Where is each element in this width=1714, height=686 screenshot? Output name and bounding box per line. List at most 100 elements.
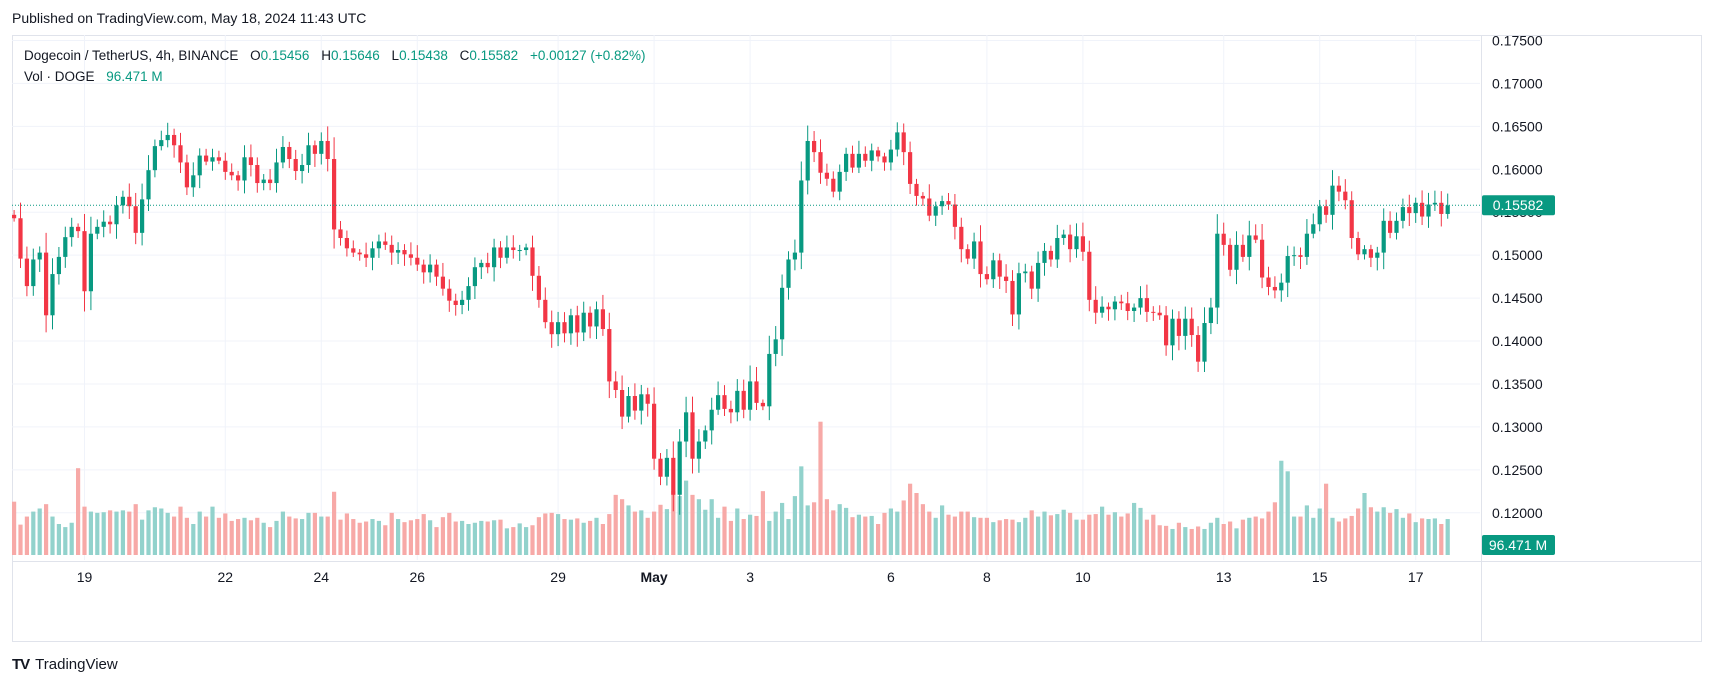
volume-bar	[434, 527, 439, 555]
volume-bar	[1080, 519, 1085, 555]
candle-body	[1336, 185, 1341, 192]
candle-body	[1138, 298, 1143, 308]
volume-bar	[31, 511, 36, 555]
candle-body	[1445, 205, 1450, 214]
candle-body	[575, 315, 580, 333]
candle-body	[1036, 262, 1041, 289]
candle-body	[63, 237, 68, 257]
volume-bar	[268, 527, 273, 555]
candle-body	[492, 247, 497, 268]
candle-body	[504, 247, 509, 258]
candle-body	[626, 396, 631, 417]
volume-bar	[24, 516, 29, 555]
candle-body	[1228, 244, 1233, 270]
volume-bar	[408, 520, 413, 555]
time-tick-label: 29	[550, 569, 566, 585]
candle-body	[255, 165, 260, 184]
candle-body	[242, 157, 247, 181]
candle-body	[549, 322, 554, 335]
volume-bar	[485, 521, 490, 555]
volume-bar	[690, 494, 695, 555]
candle-body	[690, 412, 695, 459]
volume-bar	[1157, 525, 1162, 555]
volume-bar	[972, 517, 977, 555]
volume-bar	[901, 500, 906, 555]
volume-bar	[1228, 521, 1233, 555]
tradingview-logo[interactable]: TV TradingView	[12, 656, 118, 673]
volume-bar	[242, 517, 247, 555]
candle-body	[357, 252, 362, 255]
volume-bar	[1208, 522, 1213, 555]
candle-body	[325, 140, 330, 160]
candle-body	[940, 201, 945, 207]
volume-bar	[1413, 522, 1418, 555]
candle-body	[639, 394, 644, 411]
volume-badge	[1482, 535, 1555, 555]
volume-bar	[620, 499, 625, 555]
volume-bar	[652, 511, 657, 555]
price-candles	[12, 122, 1450, 515]
volume-bar	[1324, 483, 1329, 555]
volume-bar	[1170, 528, 1175, 555]
volume-bar	[415, 519, 420, 555]
candle-body	[216, 157, 221, 161]
candle-body	[556, 322, 561, 335]
candle-body	[24, 258, 29, 287]
candle-body	[421, 264, 426, 273]
volume-bar	[696, 499, 701, 555]
candle-body	[684, 412, 689, 442]
candle-body	[165, 134, 170, 141]
volume-bar	[466, 524, 471, 555]
candle-body	[460, 299, 465, 305]
volume-bar	[754, 515, 759, 555]
volume-label[interactable]: Vol · DOGE	[24, 69, 95, 84]
volume-bar	[1036, 516, 1041, 555]
candle-body	[1183, 318, 1188, 336]
volume-bar	[530, 525, 535, 555]
volume-bar	[1336, 521, 1341, 555]
price-axis: 0.175000.170000.165000.160000.155000.150…	[1492, 33, 1543, 521]
volume-bar	[50, 516, 55, 555]
candle-body	[191, 175, 196, 188]
time-tick-label: 19	[77, 569, 93, 585]
candle-body	[1061, 234, 1066, 239]
volume-bar	[562, 519, 567, 555]
candle-body	[844, 153, 849, 172]
volume-bar	[1292, 516, 1297, 555]
candle-body	[831, 178, 836, 192]
candle-body	[1080, 236, 1085, 252]
candle-body	[152, 146, 157, 171]
volume-bar	[18, 524, 23, 555]
time-axis: 19 22 24 26 29 May 3 6 8 10 13 15 17	[77, 569, 1424, 585]
candle-body	[984, 274, 989, 280]
candle-body	[856, 153, 861, 168]
candle-body	[812, 140, 817, 153]
candle-body	[735, 390, 740, 413]
candle-body	[1119, 301, 1124, 304]
candle-body	[632, 396, 637, 411]
candle-body	[511, 247, 516, 251]
candle-body	[184, 162, 189, 188]
candle-body	[920, 195, 925, 199]
volume-bar	[1394, 509, 1399, 555]
symbol-title[interactable]: Dogecoin / TetherUS, 4h, BINANCE	[24, 48, 239, 63]
volume-bar	[1420, 518, 1425, 555]
volume-bar	[1087, 514, 1092, 555]
candle-body	[1234, 244, 1239, 270]
candle-body	[1100, 306, 1105, 313]
volume-bar	[1311, 517, 1316, 555]
volume-bar	[460, 520, 465, 555]
time-tick-label: 24	[314, 569, 330, 585]
volume-bar	[933, 517, 938, 555]
candle-body	[1413, 202, 1418, 214]
price-tick-label: 0.17500	[1492, 33, 1543, 49]
candle-body	[1292, 255, 1297, 257]
volume-bar	[1189, 528, 1194, 555]
candle-body	[376, 241, 381, 249]
volume-bar	[236, 519, 241, 555]
open-value: 0.15456	[260, 48, 310, 63]
candle-body	[383, 241, 388, 245]
candle-body	[1151, 311, 1156, 313]
price-tick-label: 0.17000	[1492, 75, 1543, 91]
